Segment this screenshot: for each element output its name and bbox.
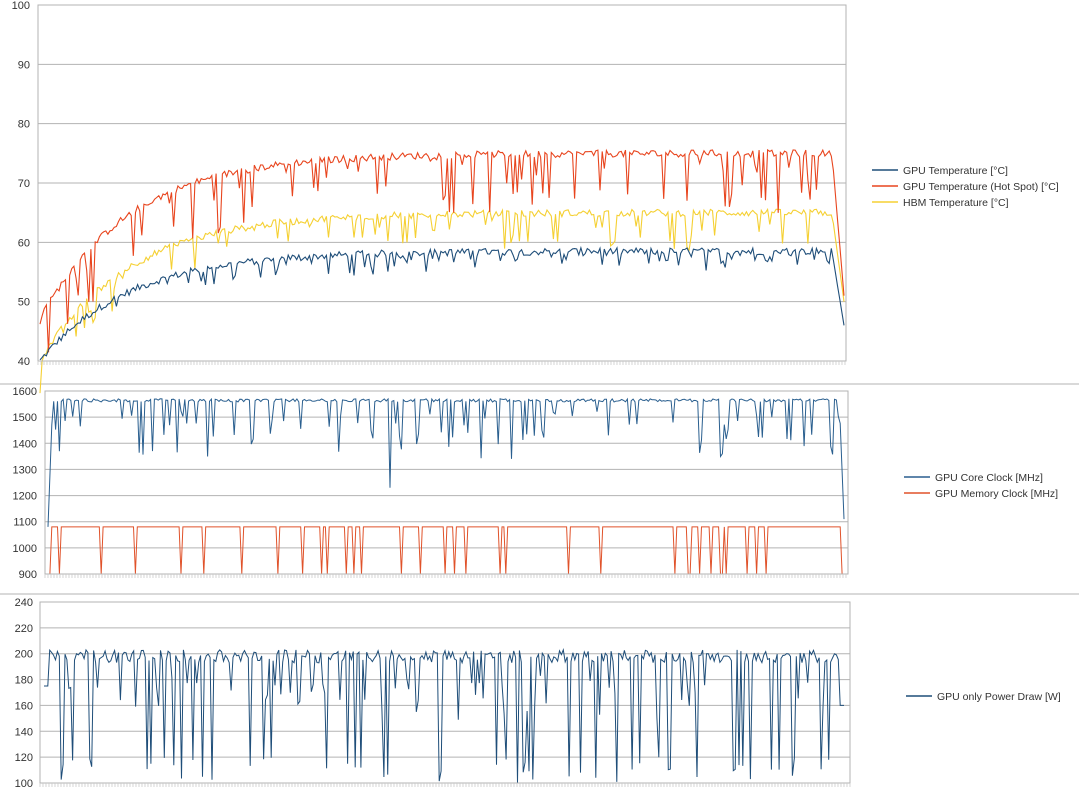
y-tick-label: 50 [18,297,30,309]
y-tick-label: 1000 [13,543,37,555]
y-tick-label: 1500 [13,412,37,424]
series-hot-spot [39,148,845,353]
y-tick-label: 160 [15,700,33,712]
legend-label-gpu-temperature: GPU Temperature [°C] [903,165,1008,177]
y-tick-label: 40 [18,356,30,368]
series-core-clock [47,397,845,527]
power-series [44,648,844,783]
clock-chart: 1600 1500 1400 1300 1200 1100 1000 900 GPU Core… [13,386,1059,581]
y-tick-label: 1600 [13,386,37,398]
y-tick-label: 1100 [13,517,37,529]
series-hbm-temperature [39,207,845,394]
series-gpu-temperature [39,245,845,361]
temperature-x-axis [37,361,846,365]
clock-legend: GPU Core Clock [MHz] GPU Memory Clock [M… [904,472,1058,500]
y-tick-label: 70 [18,178,30,190]
y-tick-label: 900 [19,569,37,581]
power-plot-frame [39,601,851,784]
power-y-axis: 240 220 200 180 160 140 120 100 [15,597,33,790]
series-power-draw [44,648,844,783]
clock-series [47,397,845,575]
y-tick-label: 1200 [13,491,37,503]
power-x-axis [39,783,851,787]
y-tick-label: 1300 [13,464,37,476]
clock-plot-frame [44,390,849,575]
legend-label-core-clock: GPU Core Clock [MHz] [935,472,1043,484]
y-tick-label: 90 [18,59,30,71]
clock-y-axis: 1600 1500 1400 1300 1200 1100 1000 900 [13,386,37,581]
power-gridlines [40,601,850,784]
legend-label-hot-spot: GPU Temperature (Hot Spot) [°C] [903,181,1059,193]
y-tick-label: 100 [15,778,33,790]
y-tick-label: 100 [12,0,30,12]
y-tick-label: 200 [15,649,33,661]
temperature-series [39,148,845,394]
legend-label-hbm: HBM Temperature [°C] [903,197,1009,209]
y-tick-label: 220 [15,623,33,635]
temperature-y-axis: 100 90 80 70 60 50 40 [12,0,30,368]
y-tick-label: 180 [15,675,33,687]
power-chart: 240 220 200 180 160 140 120 100 GPU only Power … [15,597,1061,790]
y-tick-label: 240 [15,597,33,609]
y-tick-label: 140 [15,726,33,738]
y-tick-label: 60 [18,237,30,249]
temperature-chart: 100 90 80 70 60 50 40 GPU Temperature [°C] GPU… [12,0,1059,394]
series-memory-clock [48,526,844,575]
temperature-plot-frame [37,4,847,362]
y-tick-label: 120 [15,752,33,764]
legend-label-power-draw: GPU only Power Draw [W] [937,691,1061,703]
power-legend: GPU only Power Draw [W] [906,691,1061,703]
legend-label-memory-clock: GPU Memory Clock [MHz] [935,488,1058,500]
y-tick-label: 1400 [13,438,37,450]
clock-x-axis [44,574,847,578]
temperature-legend: GPU Temperature [°C] GPU Temperature (Ho… [872,165,1059,209]
y-tick-label: 80 [18,119,30,131]
